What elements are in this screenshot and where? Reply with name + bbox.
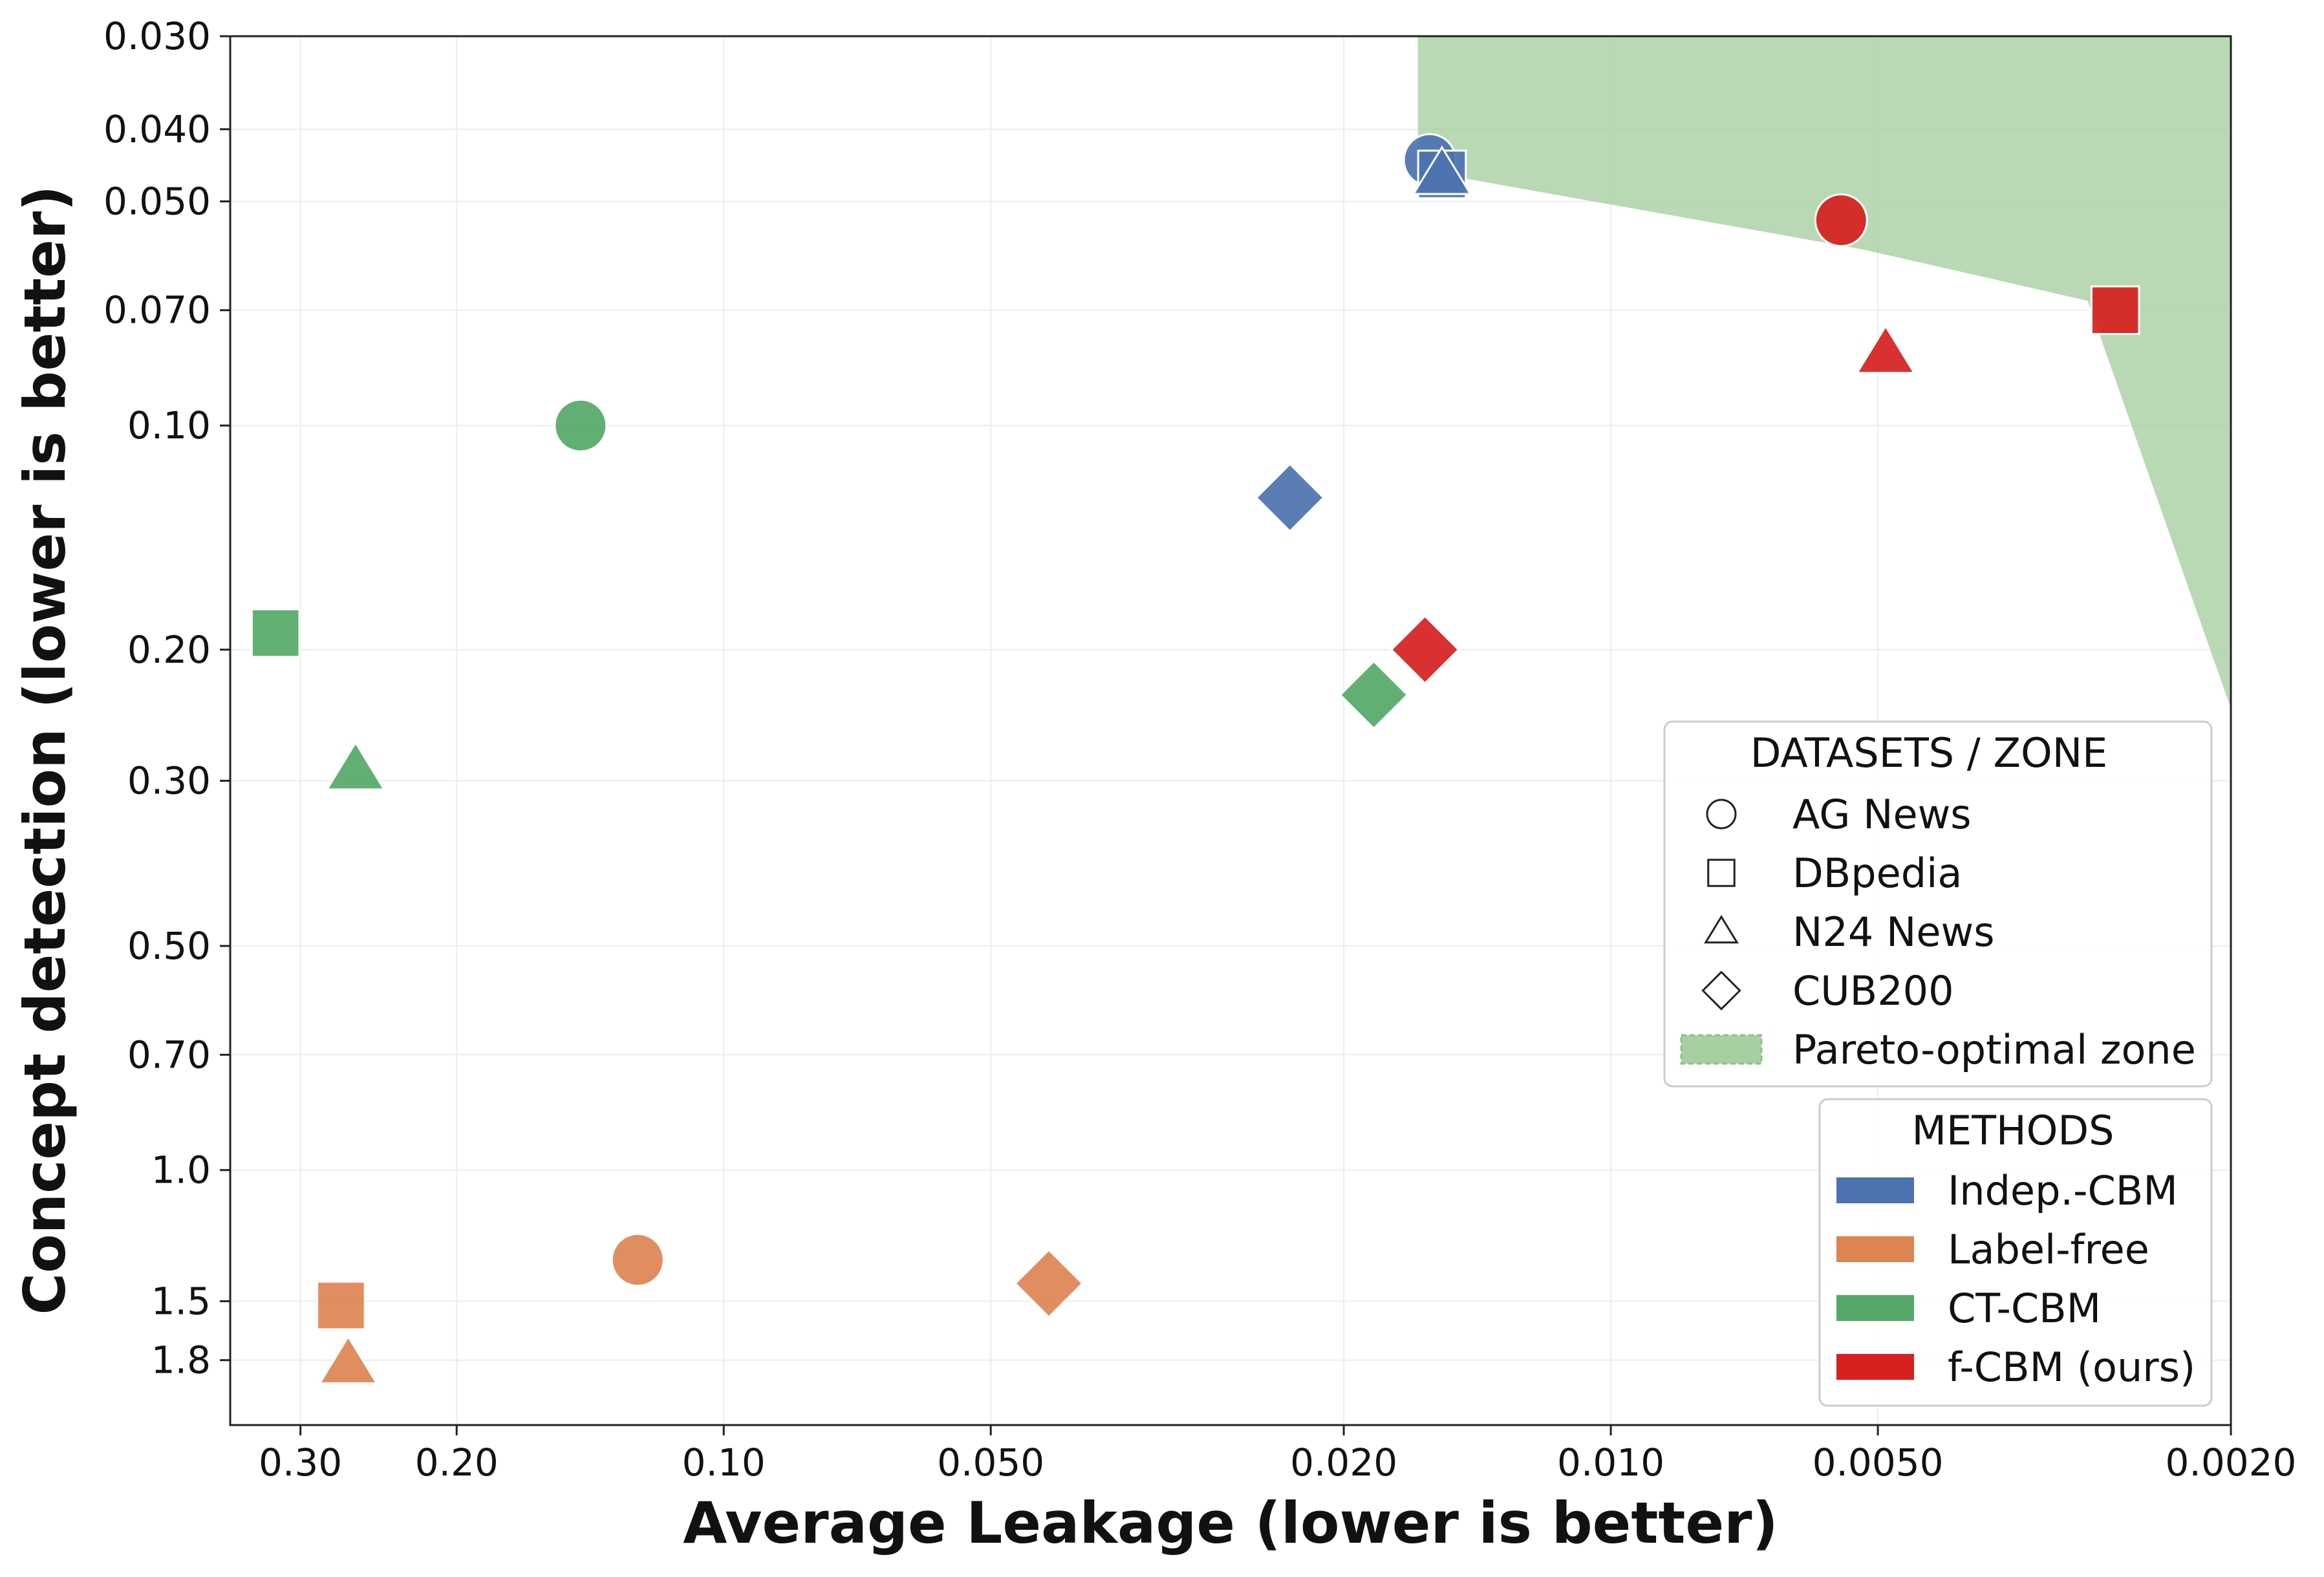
y-tick-label: 0.030 <box>103 14 211 58</box>
point-f-cbm-ours-cub200 <box>1390 614 1460 685</box>
legend-method-swatch-indep-cbm <box>1836 1177 1914 1203</box>
pareto-zone-layer <box>1417 36 2231 709</box>
x-tick-label: 0.10 <box>682 1441 766 1485</box>
point-label-free-cub200 <box>1013 1248 1084 1319</box>
y-axis-title: Concept detection (lower is better) <box>12 186 78 1315</box>
legend-marker-square <box>1707 859 1736 887</box>
pareto-zone-swatch <box>1680 1034 1763 1065</box>
point-ct-cbm-cub200 <box>1339 660 1409 730</box>
y-tick-label: 0.70 <box>127 1033 211 1077</box>
legend-dataset-label: DBpedia <box>1792 850 1962 897</box>
y-tick-label: 0.040 <box>103 107 211 151</box>
x-tick-label: 0.0050 <box>1813 1441 1944 1485</box>
plot-frame <box>229 35 2232 1426</box>
y-tick-label: 0.20 <box>127 628 211 672</box>
legend-dataset-label: AG News <box>1792 791 1972 838</box>
legend-method-label: Indep.-CBM <box>1948 1167 2178 1214</box>
y-tick-label: 0.070 <box>103 288 211 332</box>
pareto-optimal-zone <box>1417 36 2231 709</box>
x-tick-label: 0.20 <box>415 1441 499 1485</box>
legend-datasets: DATASETS / ZONE AG News DBpedia N24 News CUB… <box>1663 720 2213 1088</box>
grid <box>230 36 2232 1425</box>
point-label-free-ag-news <box>610 1233 665 1287</box>
legend-method-label: Label-free <box>1948 1226 2149 1273</box>
legend-datasets-title: DATASETS / ZONE <box>1750 729 2108 777</box>
point-label-free-n24-news <box>317 1335 379 1384</box>
legend-methods-title: METHODS <box>1911 1107 2114 1154</box>
point-f-cbm-ours-ag-news <box>1814 193 1868 248</box>
point-f-cbm-ours-dbpedia <box>2090 285 2140 336</box>
legend-dataset-label: Pareto-optimal zone <box>1792 1026 2196 1073</box>
legend-method-swatch-ct-cbm <box>1836 1295 1914 1321</box>
legend-method-label: f-CBM (ours) <box>1948 1344 2195 1391</box>
x-axis-title: Average Leakage (lower is better) <box>683 1490 1778 1556</box>
point-label-free-dbpedia <box>316 1280 366 1331</box>
point-ct-cbm-ag-news <box>554 398 608 453</box>
legend-method-swatch-label-free <box>1836 1236 1914 1262</box>
y-tick-label: 0.50 <box>127 924 211 968</box>
legend-marker-triangle <box>1704 915 1739 944</box>
legend-method-label: CT-CBM <box>1948 1285 2101 1332</box>
point-f-cbm-ours-n24-news <box>1855 324 1916 374</box>
legend-marker-diamond <box>1701 971 1741 1011</box>
y-axis-ticks: 0.030 0.040 0.050 0.070 0.10 0.20 0.30 0.50 0.70… <box>103 14 230 1382</box>
x-tick-label: 0.30 <box>259 1441 342 1485</box>
legend-methods: METHODS Indep.-CBM Label-free CT-CBM f-CBM (… <box>1818 1098 2213 1407</box>
point-ct-cbm-n24-news <box>325 740 386 791</box>
legend-marker-circle <box>1706 799 1737 830</box>
y-tick-label: 1.5 <box>151 1279 211 1323</box>
point-ct-cbm-dbpedia <box>250 608 301 658</box>
legend-method-swatch-f-cbm-ours <box>1836 1354 1914 1380</box>
legend-methods-box <box>1818 1098 2213 1407</box>
x-axis-ticks: 0.30 0.20 0.10 0.050 0.020 0.010 0.0050 0.0020 <box>259 1425 2296 1485</box>
y-tick-label: 1.8 <box>151 1338 211 1382</box>
legend-datasets-box <box>1663 720 2213 1088</box>
data-points <box>250 133 2140 1384</box>
x-tick-label: 0.050 <box>937 1441 1044 1485</box>
y-tick-label: 0.050 <box>103 179 211 223</box>
x-tick-label: 0.010 <box>1557 1441 1664 1485</box>
y-tick-label: 0.30 <box>127 759 211 803</box>
legend-dataset-label: CUB200 <box>1792 967 1954 1014</box>
x-tick-label: 0.020 <box>1290 1441 1397 1485</box>
x-tick-label: 0.0020 <box>2166 1441 2297 1485</box>
y-tick-label: 1.0 <box>151 1148 211 1192</box>
point-indep-cbm-cub200 <box>1254 462 1325 533</box>
legend-dataset-label: N24 News <box>1792 908 1995 956</box>
y-tick-label: 0.10 <box>127 403 211 447</box>
point-indep-cbm-n24-news <box>1412 145 1472 195</box>
